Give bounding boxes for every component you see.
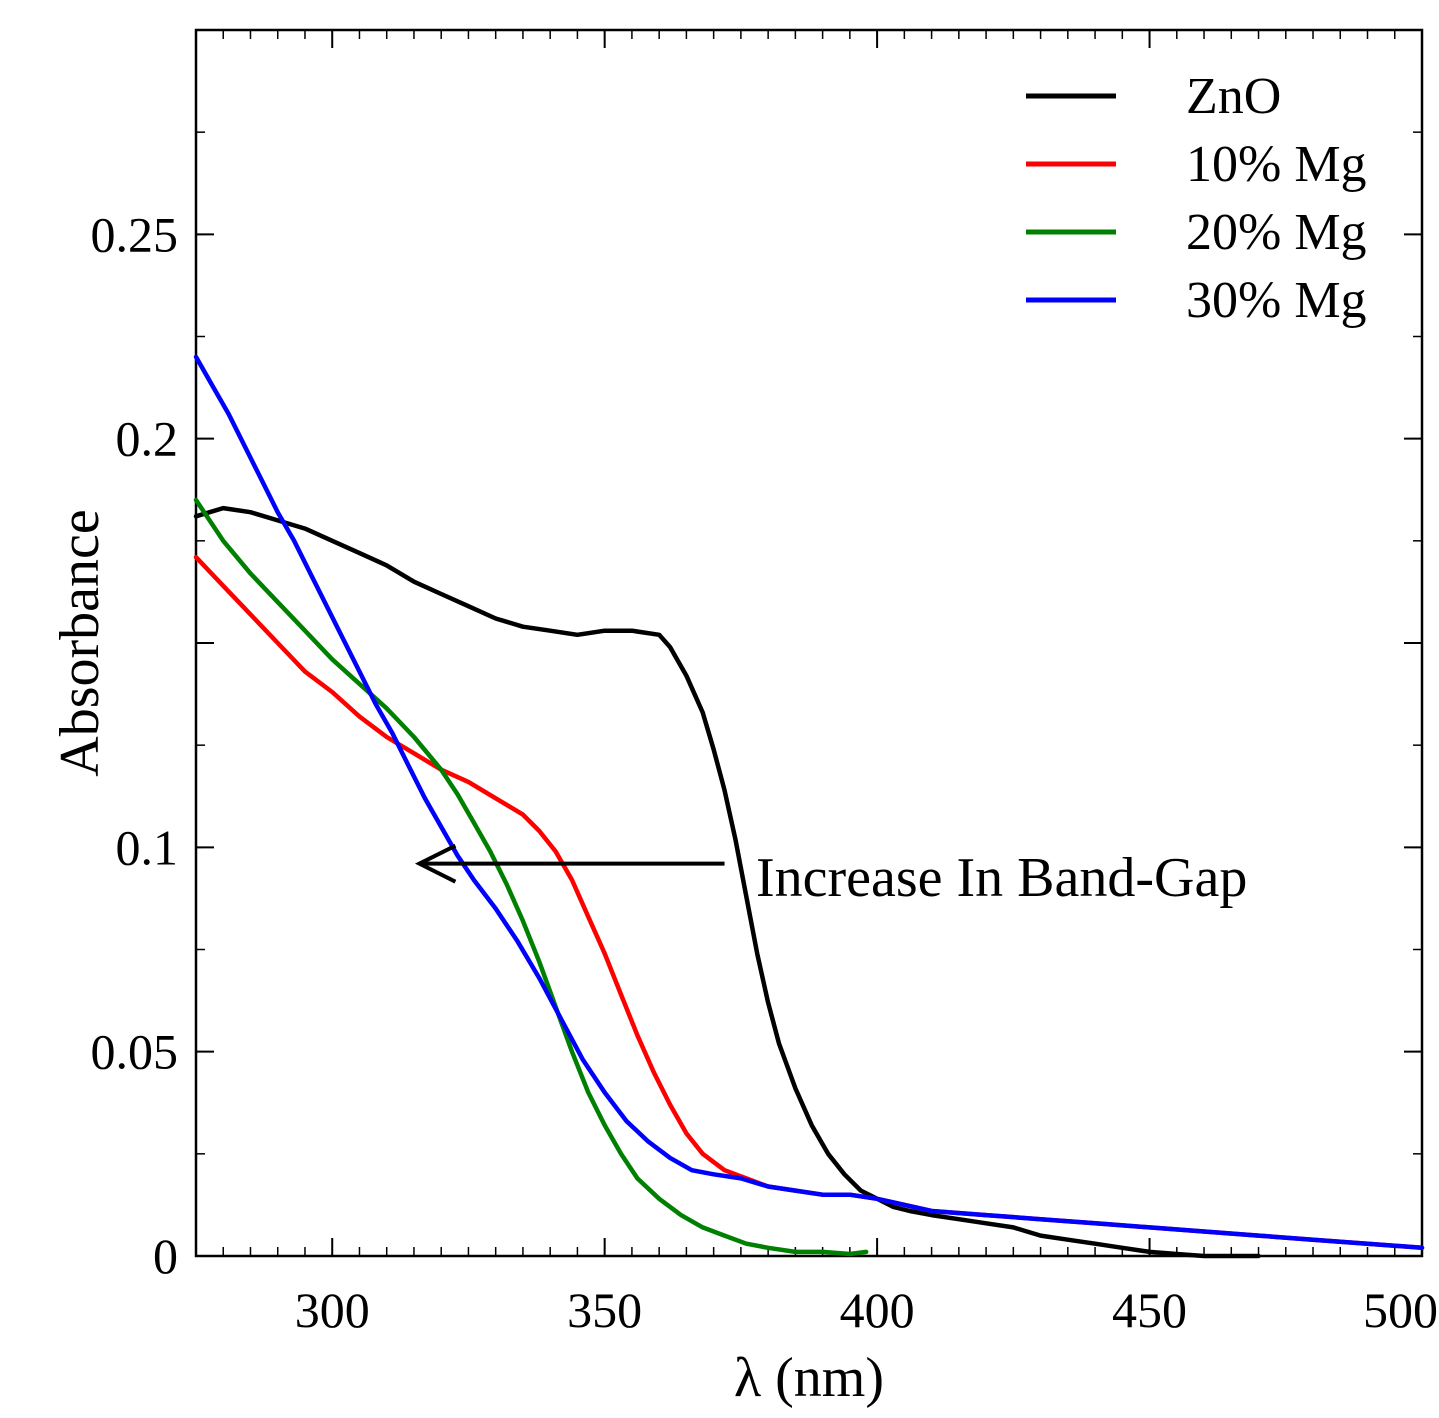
- y-tick-label: 0.25: [91, 206, 179, 262]
- y-tick-label: 0: [153, 1228, 178, 1284]
- series-line-zno: [193, 505, 1261, 1259]
- series-line-20-mg: [193, 497, 869, 1257]
- x-tick-label: 300: [295, 1282, 370, 1338]
- annotation-label: Increase In Band-Gap: [756, 847, 1247, 909]
- legend-label: 10% Mg: [1186, 136, 1367, 193]
- series-lines: [193, 354, 1425, 1259]
- y-axis-title: Absorbance: [49, 509, 111, 776]
- legend: ZnO 10% Mg 20% Mg 30% Mg: [1026, 68, 1367, 329]
- annotation: Increase In Band-Gap: [414, 843, 1247, 909]
- legend-label: ZnO: [1186, 68, 1281, 125]
- legend-label: 20% Mg: [1186, 204, 1367, 261]
- major-ticks: [196, 29, 1423, 1257]
- y-tick-label: 0.05: [91, 1024, 179, 1080]
- annotation-arrow-head: [414, 843, 457, 884]
- series-line-30-mg: [193, 354, 1425, 1251]
- y-tick-label: 0.2: [116, 411, 179, 467]
- x-tick-labels: 300 350 400 450 500: [295, 1282, 1438, 1338]
- x-axis-title: λ (nm): [734, 1347, 884, 1409]
- x-tick-label: 350: [567, 1282, 642, 1338]
- legend-label: 30% Mg: [1186, 272, 1367, 329]
- x-tick-label: 500: [1363, 1282, 1438, 1338]
- x-tick-label: 450: [1112, 1282, 1187, 1338]
- y-tick-labels: 0 0.05 0.1 0.2 0.25: [91, 206, 179, 1284]
- x-tick-label: 400: [840, 1282, 915, 1338]
- y-tick-label: 0.1: [116, 819, 179, 875]
